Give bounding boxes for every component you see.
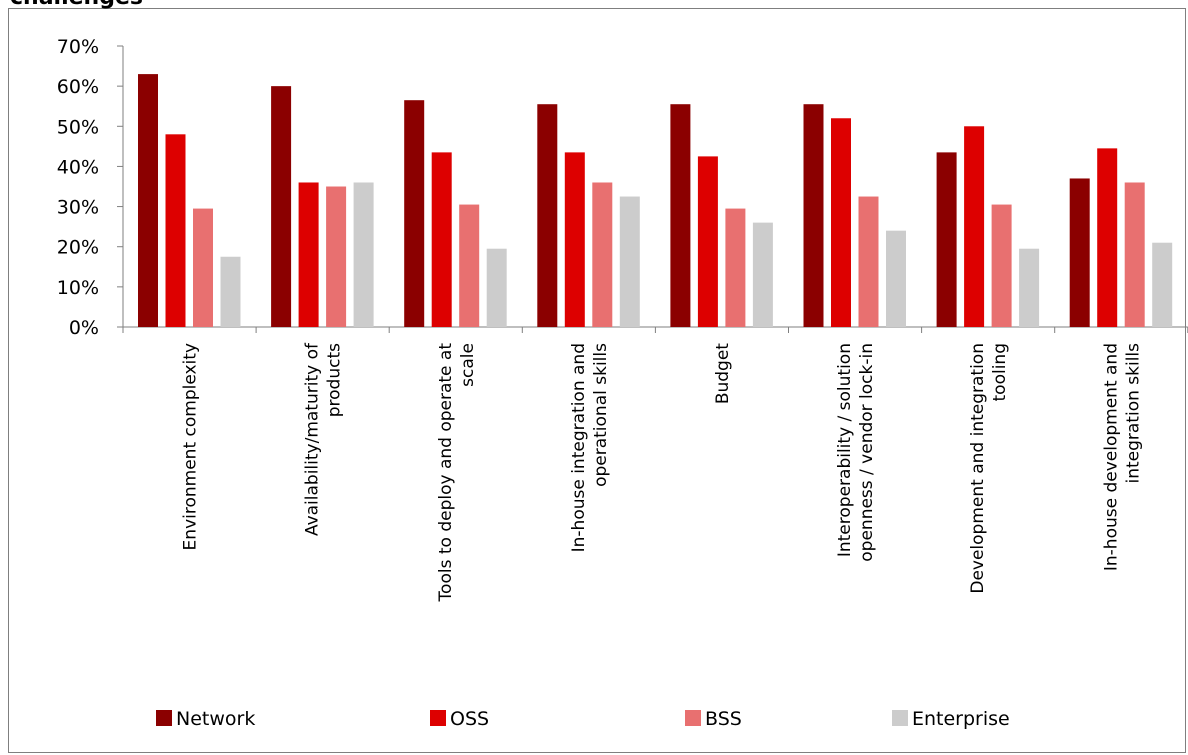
bar-bss	[858, 196, 879, 327]
bar-oss	[964, 126, 985, 328]
bar-enterprise	[619, 196, 640, 327]
bar-enterprise	[752, 222, 773, 327]
legend-label: Network	[176, 708, 255, 730]
category-label-line: Environment complexity	[181, 343, 201, 550]
bar-bss	[725, 208, 746, 327]
y-tick-label: 0%	[69, 317, 99, 339]
category-label: Budget	[713, 343, 733, 404]
category-label-line: Availability/maturity of	[303, 342, 323, 536]
bar-oss	[298, 182, 319, 327]
category-label-line: In-house integration and	[569, 343, 589, 552]
bar-enterprise	[1152, 242, 1173, 327]
category-label-line: Interoperability / solution	[835, 343, 855, 557]
legend-item: Enterprise	[892, 708, 1010, 730]
bar-enterprise	[353, 182, 374, 327]
bar-network	[1069, 178, 1090, 327]
legend-swatch	[430, 710, 446, 726]
category-label-line: Budget	[713, 343, 733, 404]
bar-bss	[193, 208, 213, 327]
bar-enterprise	[1019, 248, 1040, 327]
bar-oss	[431, 152, 452, 327]
legend-swatch	[156, 710, 172, 726]
y-axis: 0% 10% 20% 30% 40% 50% 60% 70%	[57, 36, 124, 339]
category-label-line: openness / vendor lock-in	[857, 343, 877, 562]
category-label: Tools to deploy and operate at scale	[436, 343, 478, 603]
bar-network	[271, 86, 292, 328]
category-label-line: integration skills	[1123, 343, 1143, 484]
y-tick-label: 20%	[57, 237, 99, 259]
category-label: Interoperability / solution openness / ve…	[835, 343, 877, 562]
legend-label: BSS	[705, 708, 742, 730]
bar-bss	[459, 204, 480, 327]
category-label: Development and integration tooling	[968, 343, 1010, 594]
category-label-line: Tools to deploy and operate at	[436, 343, 456, 603]
category-label: In-house integration and operational skil…	[569, 343, 611, 553]
x-axis	[122, 326, 1188, 333]
legend-swatch	[892, 710, 908, 726]
bar-network	[404, 100, 425, 327]
bar-bss	[1124, 182, 1145, 327]
bar-bss	[326, 186, 347, 327]
category-label: Environment complexity	[181, 343, 201, 550]
bar-network	[803, 104, 824, 327]
category-labels: Environment complexity Availability/matur…	[181, 342, 1144, 602]
category-label-line: products	[325, 343, 345, 417]
y-tick-label: 50%	[57, 116, 99, 138]
category-label-line: In-house development and	[1101, 343, 1121, 571]
category-label-line: operational skills	[591, 343, 611, 487]
y-tick-label: 40%	[57, 156, 99, 178]
legend-item: BSS	[685, 708, 742, 730]
bar-bss	[592, 182, 613, 327]
bar-enterprise	[220, 256, 241, 327]
legend-label: OSS	[450, 708, 489, 730]
category-label: In-house development and integration skil…	[1101, 343, 1143, 571]
bar-oss	[165, 134, 186, 327]
bar-oss	[564, 152, 585, 327]
y-tick-label: 10%	[57, 277, 99, 299]
legend: Network OSS BSS Enterprise	[156, 708, 1010, 730]
bar-oss	[697, 156, 718, 327]
bar-enterprise	[886, 230, 906, 327]
bar-network	[670, 104, 691, 327]
bar-oss	[1097, 148, 1118, 327]
legend-item: Network	[156, 708, 255, 730]
bar-oss	[831, 118, 851, 327]
legend-item: OSS	[430, 708, 489, 730]
bar-network	[138, 74, 158, 327]
category-label-line: tooling	[990, 343, 1010, 401]
bar-enterprise	[486, 248, 507, 327]
bar-bss	[991, 204, 1012, 327]
bar-network	[537, 104, 558, 327]
y-tick-label: 60%	[57, 76, 99, 98]
y-tick-label: 70%	[57, 36, 99, 58]
category-label-line: Development and integration	[968, 343, 988, 594]
chart-title: challenges	[10, 0, 143, 10]
bar-network	[936, 152, 957, 327]
bars	[138, 74, 1173, 328]
y-tick-label: 30%	[57, 197, 99, 219]
legend-label: Enterprise	[912, 708, 1010, 730]
chart-frame	[8, 8, 1186, 753]
category-label-line: scale	[458, 343, 478, 387]
category-label: Availability/maturity of products	[303, 342, 345, 536]
legend-swatch	[685, 710, 701, 726]
